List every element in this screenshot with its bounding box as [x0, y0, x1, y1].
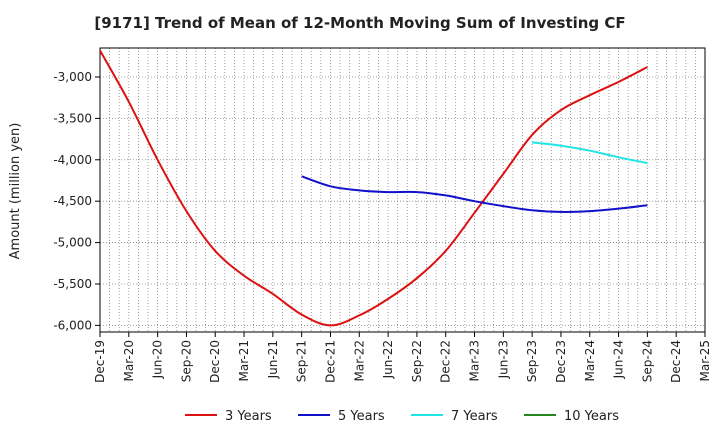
legend: 3 Years 5 Years 7 Years 10 Years [185, 409, 619, 424]
x-tick-label: Sep-21 [295, 340, 309, 382]
x-tick-label: Sep-22 [410, 340, 424, 382]
x-tick-label: Mar-24 [583, 340, 597, 381]
y-tick-label: -4,000 [53, 153, 92, 167]
y-axis-label: Amount (million yen) [8, 123, 23, 260]
x-tick-label: Jun-20 [151, 340, 165, 379]
x-tick-label: Mar-21 [237, 340, 251, 381]
x-tick-label: Jun-21 [266, 340, 280, 379]
x-tick-label: Sep-20 [179, 340, 193, 382]
legend-label-10-years: 10 Years [564, 409, 619, 424]
y-tick-label: -3,500 [53, 111, 92, 125]
y-tick-label: -3,000 [53, 70, 92, 84]
series-line-5-years [301, 175, 648, 213]
y-tick-label: -4,500 [53, 194, 92, 208]
x-tick-label: Dec-21 [323, 340, 337, 383]
grid [99, 48, 706, 332]
x-tick-label: Mar-22 [352, 340, 366, 381]
x-tick-label: Dec-22 [439, 340, 453, 383]
x-tick-label: Sep-24 [640, 340, 654, 382]
series-line-7-years [531, 141, 648, 165]
x-tick-label: Sep-23 [525, 340, 539, 382]
legend-label-3-years: 3 Years [225, 409, 272, 424]
series-layer [99, 50, 648, 327]
x-tick-label: Jun-23 [496, 340, 510, 379]
x-tick-label: Mar-20 [122, 340, 136, 381]
legend-label-7-years: 7 Years [451, 409, 498, 424]
y-axis: -3,000 -3,500 -4,000 -4,500 -5,000 -5,500 -6,0… [53, 70, 100, 332]
legend-label-5-years: 5 Years [338, 409, 385, 424]
x-tick-label: Mar-23 [468, 340, 482, 381]
x-tick-label: Dec-20 [208, 340, 222, 383]
x-tick-label: Mar-25 [698, 340, 712, 381]
x-tick-label: Dec-24 [669, 340, 683, 383]
x-tick-label: Jun-22 [381, 340, 395, 379]
x-tick-label: Dec-19 [93, 340, 107, 383]
y-tick-label: -5,000 [53, 236, 92, 250]
x-axis: Dec-19 Mar-20 Jun-20 Sep-20 Dec-20 Mar-21 Jun-… [93, 332, 712, 383]
y-tick-label: -5,500 [53, 277, 92, 291]
y-tick-label: -6,000 [53, 318, 92, 332]
x-tick-label: Dec-23 [554, 340, 568, 383]
series-line-3-years [99, 50, 648, 327]
x-tick-label: Jun-24 [612, 340, 626, 379]
chart-title: [9171] Trend of Mean of 12-Month Moving … [94, 14, 625, 32]
plot-frame [99, 47, 706, 333]
